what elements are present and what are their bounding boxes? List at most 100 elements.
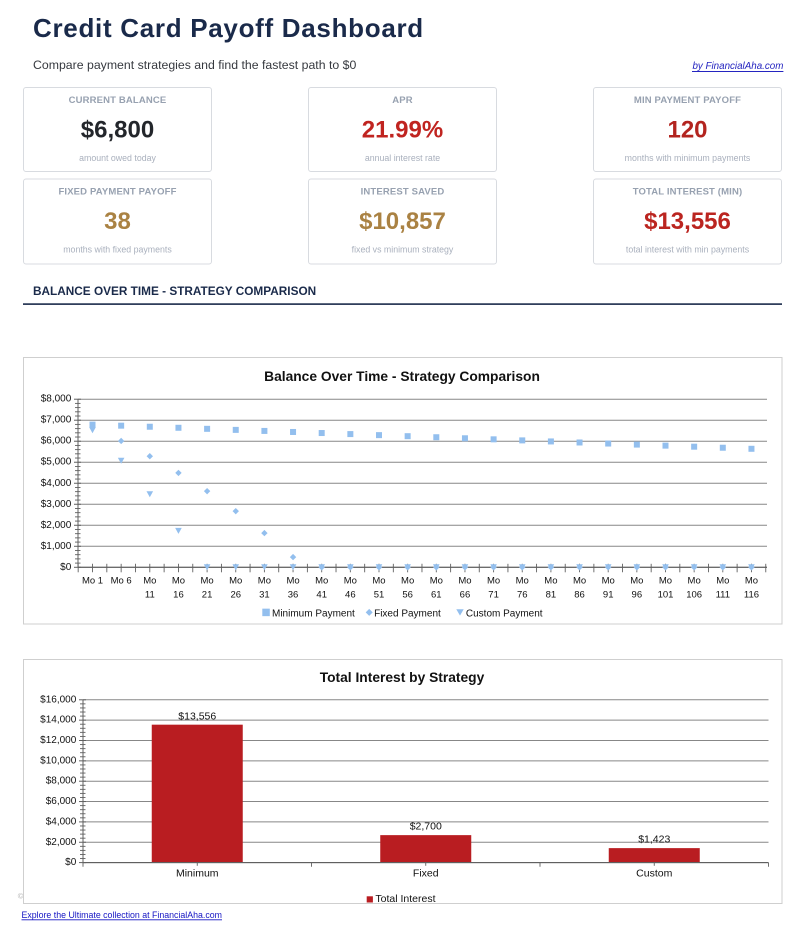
svg-text:Mo: Mo: [516, 576, 529, 587]
svg-text:Mo: Mo: [372, 576, 385, 587]
svg-text:$8,000: $8,000: [41, 394, 72, 405]
svg-text:61: 61: [431, 589, 442, 600]
svg-text:Mo: Mo: [258, 576, 271, 587]
svg-text:Mo: Mo: [401, 576, 414, 587]
svg-text:Mo: Mo: [286, 576, 299, 587]
svg-text:FIXED PAYMENT PAYOFF: FIXED PAYMENT PAYOFF: [58, 186, 176, 197]
svg-text:Balance Over Time - Strategy C: Balance Over Time - Strategy Comparison: [264, 369, 540, 384]
svg-text:$12,000: $12,000: [40, 735, 77, 746]
svg-text:81: 81: [546, 589, 557, 600]
svg-text:$6,000: $6,000: [41, 436, 72, 447]
svg-text:Mo: Mo: [430, 576, 443, 587]
svg-text:41: 41: [316, 589, 327, 600]
svg-text:26: 26: [230, 589, 241, 600]
svg-text:MIN PAYMENT PAYOFF: MIN PAYMENT PAYOFF: [634, 95, 741, 106]
svg-text:38: 38: [104, 208, 131, 235]
svg-text:21.99%: 21.99%: [362, 116, 443, 143]
svg-text:$4,000: $4,000: [41, 478, 72, 489]
svg-text:Mo: Mo: [573, 576, 586, 587]
svg-text:Minimum Payment: Minimum Payment: [272, 609, 355, 620]
svg-text:amount owed today: amount owed today: [79, 153, 156, 163]
svg-text:Mo: Mo: [716, 576, 729, 587]
svg-text:©: ©: [18, 892, 24, 901]
svg-text:CURRENT BALANCE: CURRENT BALANCE: [69, 95, 167, 106]
svg-text:$6,800: $6,800: [81, 116, 154, 143]
svg-text:BALANCE OVER TIME - STRATEGY C: BALANCE OVER TIME - STRATEGY COMPARISON: [33, 284, 316, 298]
svg-text:Total Interest by Strategy: Total Interest by Strategy: [320, 670, 485, 685]
svg-text:Minimum: Minimum: [176, 867, 219, 879]
svg-text:$0: $0: [60, 562, 72, 573]
svg-text:Mo: Mo: [659, 576, 672, 587]
svg-text:Compare payment strategies and: Compare payment strategies and find the …: [33, 58, 356, 72]
svg-text:$2,700: $2,700: [410, 821, 442, 833]
svg-text:Mo: Mo: [172, 576, 185, 587]
svg-text:51: 51: [374, 589, 385, 600]
svg-text:$13,556: $13,556: [178, 710, 216, 722]
svg-text:Mo: Mo: [544, 576, 557, 587]
svg-text:Mo: Mo: [229, 576, 242, 587]
svg-text:91: 91: [603, 589, 614, 600]
svg-text:$5,000: $5,000: [41, 457, 72, 468]
svg-text:TOTAL INTEREST (MIN): TOTAL INTEREST (MIN): [633, 186, 743, 197]
svg-text:$8,000: $8,000: [46, 776, 77, 787]
svg-text:$3,000: $3,000: [41, 499, 72, 510]
svg-text:Mo: Mo: [688, 576, 701, 587]
svg-text:11: 11: [145, 589, 155, 600]
svg-text:Credit Card Payoff Dashboard: Credit Card Payoff Dashboard: [33, 13, 424, 43]
svg-text:Custom: Custom: [636, 867, 672, 879]
svg-text:INTEREST SAVED: INTEREST SAVED: [361, 186, 445, 197]
svg-text:$10,857: $10,857: [359, 208, 446, 235]
svg-text:120: 120: [667, 116, 707, 143]
svg-text:Mo: Mo: [458, 576, 471, 587]
svg-text:$14,000: $14,000: [40, 715, 77, 726]
svg-text:Fixed Payment: Fixed Payment: [374, 609, 441, 620]
svg-text:Mo: Mo: [487, 576, 500, 587]
svg-text:21: 21: [202, 589, 213, 600]
svg-text:46: 46: [345, 589, 356, 600]
svg-text:Mo: Mo: [344, 576, 357, 587]
svg-text:16: 16: [173, 589, 184, 600]
svg-text:111: 111: [716, 589, 730, 600]
svg-text:$7,000: $7,000: [41, 415, 72, 426]
svg-text:101: 101: [658, 589, 674, 600]
svg-text:116: 116: [744, 589, 759, 600]
svg-text:96: 96: [632, 589, 643, 600]
svg-text:$13,556: $13,556: [644, 208, 731, 235]
svg-text:$10,000: $10,000: [40, 755, 77, 766]
svg-text:$1,000: $1,000: [41, 541, 72, 552]
svg-text:$1,423: $1,423: [638, 834, 670, 846]
svg-text:76: 76: [517, 589, 528, 600]
svg-text:$2,000: $2,000: [46, 837, 77, 848]
svg-text:fixed vs minimum strategy: fixed vs minimum strategy: [352, 244, 454, 254]
svg-text:APR: APR: [392, 95, 413, 106]
svg-text:Mo: Mo: [745, 576, 758, 587]
svg-text:$6,000: $6,000: [46, 796, 77, 807]
svg-text:Mo: Mo: [602, 576, 615, 587]
svg-text:$16,000: $16,000: [40, 694, 77, 705]
svg-text:56: 56: [402, 589, 413, 600]
svg-text:Explore the Ultimate collectio: Explore the Ultimate collection at Finan…: [22, 910, 222, 920]
svg-text:Mo 1: Mo 1: [82, 576, 103, 587]
svg-text:months with minimum payments: months with minimum payments: [625, 153, 751, 163]
svg-text:66: 66: [460, 589, 471, 600]
svg-text:Mo: Mo: [630, 576, 643, 587]
svg-text:Custom Payment: Custom Payment: [466, 609, 543, 620]
svg-text:Total Interest: Total Interest: [375, 893, 435, 905]
svg-text:by FinancialAha.com: by FinancialAha.com: [692, 61, 783, 72]
svg-text:total interest with min paymen: total interest with min payments: [626, 244, 750, 254]
svg-text:31: 31: [259, 589, 270, 600]
svg-text:Mo: Mo: [200, 576, 213, 587]
svg-text:Mo: Mo: [315, 576, 328, 587]
svg-text:$0: $0: [65, 857, 77, 868]
svg-text:71: 71: [488, 589, 499, 600]
svg-text:36: 36: [288, 589, 299, 600]
svg-text:Fixed: Fixed: [413, 867, 439, 879]
svg-text:Mo: Mo: [143, 576, 156, 587]
svg-text:86: 86: [574, 589, 585, 600]
svg-text:$2,000: $2,000: [41, 520, 72, 531]
svg-text:annual interest rate: annual interest rate: [365, 153, 440, 163]
svg-text:$4,000: $4,000: [46, 816, 77, 827]
svg-text:106: 106: [686, 589, 702, 600]
svg-text:months with fixed payments: months with fixed payments: [63, 244, 172, 254]
svg-text:Mo 6: Mo 6: [111, 576, 132, 587]
